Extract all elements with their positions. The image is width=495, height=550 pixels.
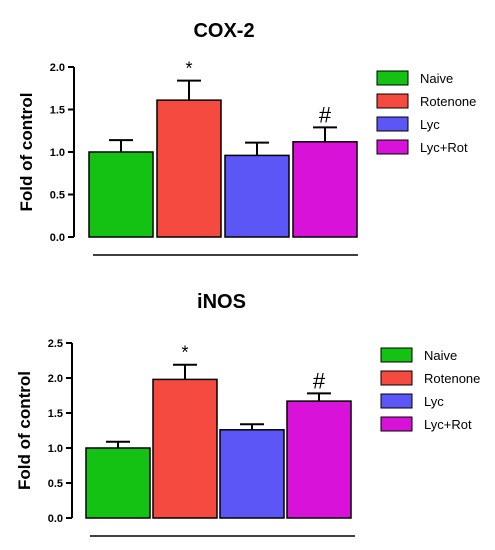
y-tick-label: 1.5 xyxy=(48,408,63,420)
significance-marker: # xyxy=(313,368,326,393)
legend-label: Rotenone xyxy=(420,94,476,109)
y-tick-label: 2.0 xyxy=(50,62,65,74)
bar-lyc xyxy=(219,429,285,519)
bar-lyc-rot xyxy=(286,400,352,519)
bar-lyc xyxy=(224,154,290,238)
legend-swatch xyxy=(380,393,413,409)
y-tick-label: 0.5 xyxy=(50,190,65,202)
legend-label: Naive xyxy=(424,348,457,363)
y-tick-label: 2.0 xyxy=(48,373,63,385)
legend-swatch xyxy=(376,70,409,86)
y-tick-label: 2.5 xyxy=(48,338,63,350)
bar-naive xyxy=(88,151,154,238)
legend-swatch xyxy=(380,347,413,363)
legend-swatch xyxy=(376,139,409,155)
chart-title: iNOS xyxy=(197,291,246,313)
y-axis-label: Fold of control xyxy=(15,371,34,490)
legend-label: Lyc+Rot xyxy=(420,140,468,155)
legend-label: Rotenone xyxy=(424,371,480,386)
legend-swatch xyxy=(380,370,413,386)
bar-rotenone xyxy=(156,99,222,238)
legend-swatch xyxy=(380,416,413,432)
legend-label: Naive xyxy=(420,71,453,86)
y-tick-label: 0.5 xyxy=(48,478,63,490)
legend: Naive Rotenone Lyc Lyc+Rot xyxy=(376,70,476,155)
y-axis-label: Fold of control xyxy=(17,93,36,212)
y-tick-label: 0.0 xyxy=(50,232,65,244)
y-tick-label: 0.0 xyxy=(48,513,63,525)
legend-label: Lyc xyxy=(420,117,440,132)
legend-label: Lyc xyxy=(424,394,444,409)
chart-panel-1: COX-2 Fold of control 0.0 0.5 1.0 1.5 2.0 * # Nai… xyxy=(17,20,476,256)
legend-swatch xyxy=(376,116,409,132)
bar-lyc-rot xyxy=(292,141,358,238)
chart-panel-2: iNOS Fold of control 0.0 0.5 1.0 1.5 2.0 2.5 * # N… xyxy=(15,291,480,537)
legend-label: Lyc+Rot xyxy=(424,417,472,432)
y-tick-label: 1.0 xyxy=(48,443,63,455)
significance-marker: * xyxy=(181,343,188,363)
bar-naive xyxy=(85,447,151,519)
y-tick-label: 1.5 xyxy=(50,105,65,117)
y-tick-label: 1.0 xyxy=(50,147,65,159)
legend: Naive Rotenone Lyc Lyc+Rot xyxy=(380,347,480,432)
bar-rotenone xyxy=(152,378,218,519)
significance-marker: * xyxy=(185,59,192,79)
significance-marker: # xyxy=(319,102,332,127)
chart-title: COX-2 xyxy=(193,20,254,42)
legend-swatch xyxy=(376,93,409,109)
